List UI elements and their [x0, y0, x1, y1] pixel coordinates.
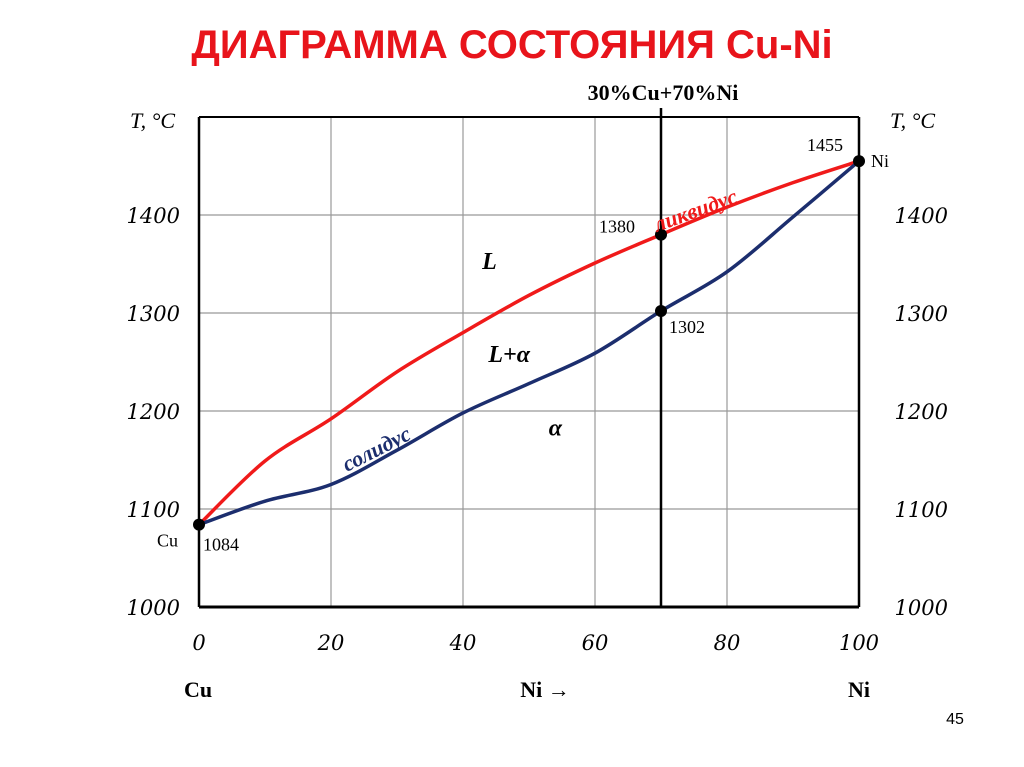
y-axis-label-left: T, °C [130, 108, 175, 133]
region-label: L+α [487, 342, 530, 368]
y-tick-label-left: 1400 [127, 204, 180, 228]
solidus-line [198, 159, 861, 527]
axes: 0 20 40 60 80 100 1000 1000 1100 1100 1200 1200 1300… [127, 108, 948, 655]
data-point [193, 518, 205, 531]
liquidus-line [197, 159, 860, 526]
data-label: 1302 [669, 317, 705, 337]
x-tick-label: 80 [714, 631, 741, 655]
series [197, 159, 861, 527]
y-tick-label-right: 1100 [895, 498, 948, 522]
y-tick-label-left: 1000 [127, 596, 180, 620]
x-tick-label: 40 [449, 631, 477, 655]
data-label: 1084 [203, 535, 239, 555]
solidus-label: солидус [338, 421, 415, 477]
data-point [655, 305, 667, 318]
x-tick-label: 60 [582, 631, 609, 655]
element-label: Ni [871, 151, 889, 171]
page-number: 45 [946, 711, 964, 728]
marks: 1084 Cu 1455 Ni 1380 1302 L L+α α [157, 135, 889, 555]
x-axis-label: Ni → [520, 677, 570, 702]
y-tick-label-left: 1300 [127, 302, 180, 326]
x-end-label-cu: Cu [184, 677, 212, 702]
region-label: L [481, 249, 497, 275]
x-tick-label: 100 [839, 631, 879, 655]
data-point [655, 228, 667, 241]
y-tick-label-left: 1100 [127, 498, 180, 522]
vertical-line-label: 30%Cu+70%Ni [588, 80, 739, 105]
y-tick-label-left: 1200 [127, 400, 180, 424]
y-tick-label-right: 1000 [895, 596, 948, 620]
x-tick-label: 0 [192, 631, 205, 655]
data-label: 1455 [807, 135, 843, 155]
y-tick-label-right: 1300 [895, 302, 948, 326]
region-label: α [549, 416, 563, 442]
element-label: Cu [157, 531, 178, 551]
data-label: 1380 [599, 217, 635, 237]
chart-title: ДИАГРАММА СОСТОЯНИЯ Cu-Ni [191, 23, 832, 67]
x-tick-label: 20 [317, 631, 345, 655]
y-tick-label-right: 1200 [895, 400, 948, 424]
y-tick-label-right: 1400 [895, 204, 948, 228]
data-point [853, 155, 865, 168]
x-end-label-ni: Ni [848, 677, 870, 702]
y-axis-label-right: T, °C [890, 108, 935, 133]
